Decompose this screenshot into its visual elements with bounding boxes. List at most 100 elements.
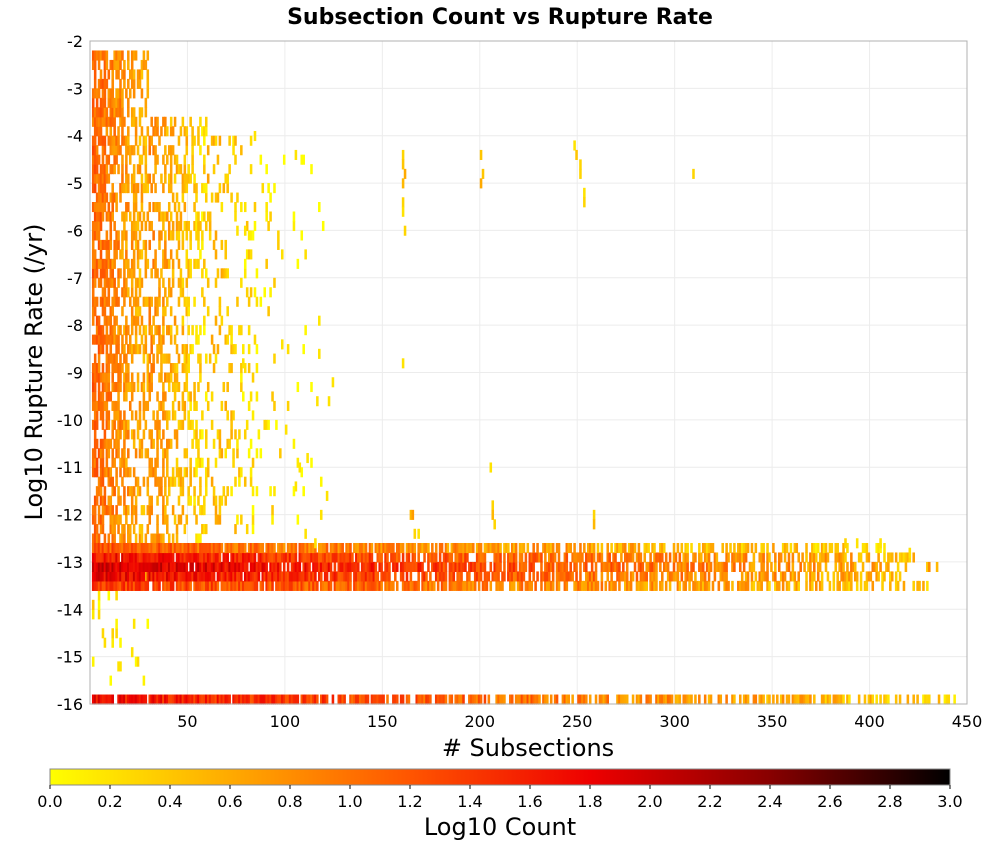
- heatmap-cell: [468, 694, 471, 705]
- heatmap-cell: [479, 694, 483, 705]
- heatmap-cell: [119, 381, 122, 393]
- heatmap-cell: [516, 694, 520, 705]
- heatmap-cell: [199, 220, 202, 232]
- heatmap-cell: [390, 580, 393, 591]
- heatmap-cell: [384, 542, 387, 554]
- heatmap-cell: [645, 694, 648, 705]
- heatmap-cell: [495, 561, 498, 572]
- heatmap-cell: [746, 694, 750, 705]
- heatmap-cell: [132, 116, 136, 127]
- heatmap-cell: [183, 561, 187, 572]
- heatmap-cell: [797, 580, 800, 591]
- heatmap-cell: [127, 202, 130, 213]
- heatmap-cell: [156, 495, 159, 506]
- heatmap-cell: [148, 145, 152, 156]
- heatmap-cell: [181, 542, 185, 554]
- heatmap-cell: [664, 552, 668, 563]
- heatmap-cell: [234, 344, 237, 355]
- heatmap-cell: [547, 552, 551, 563]
- heatmap-cell: [109, 675, 113, 686]
- heatmap-cell: [109, 391, 113, 402]
- heatmap-cell: [179, 694, 183, 705]
- heatmap-cell: [411, 552, 415, 563]
- heatmap-cell: [132, 552, 136, 563]
- heatmap-cell: [193, 202, 196, 213]
- heatmap-cell: [181, 505, 185, 516]
- heatmap-cell: [680, 561, 684, 572]
- heatmap-cell: [828, 580, 832, 591]
- heatmap-cell: [343, 694, 346, 705]
- heatmap-cell: [128, 552, 132, 563]
- heatmap-cell: [353, 542, 356, 554]
- heatmap-cell: [421, 542, 424, 554]
- heatmap-cell: [214, 580, 218, 591]
- heatmap-cell: [107, 296, 111, 307]
- heatmap-cell: [105, 353, 109, 364]
- heatmap-cell: [928, 561, 931, 572]
- heatmap-cell: [169, 183, 173, 194]
- heatmap-cell: [397, 552, 401, 563]
- heatmap-cell: [93, 202, 97, 213]
- heatmap-cell: [553, 552, 557, 563]
- heatmap-cell: [232, 145, 235, 156]
- heatmap-cell: [655, 580, 658, 591]
- heatmap-cell: [811, 571, 814, 582]
- heatmap-cell: [191, 552, 194, 563]
- heatmap-cell: [386, 580, 389, 591]
- heatmap-cell: [401, 206, 405, 217]
- heatmap-cell: [282, 552, 286, 563]
- heatmap-cell: [236, 448, 239, 459]
- heatmap-cell: [166, 353, 169, 364]
- heatmap-cell: [890, 552, 894, 563]
- heatmap-cell: [824, 694, 828, 705]
- heatmap-cell: [442, 580, 446, 591]
- heatmap-cell: [123, 220, 126, 232]
- heatmap-cell: [454, 561, 457, 572]
- heatmap-cell: [123, 391, 126, 402]
- heatmap-cell: [259, 580, 263, 591]
- heatmap-cell: [103, 400, 107, 411]
- heatmap-cell: [195, 419, 198, 430]
- heatmap-cell: [199, 533, 202, 544]
- heatmap-cell: [271, 542, 274, 554]
- heatmap-cell: [333, 542, 337, 554]
- heatmap-cell: [111, 457, 114, 468]
- heatmap-cell: [101, 514, 105, 525]
- heatmap-cell: [93, 363, 97, 374]
- heatmap-cell: [107, 372, 111, 383]
- heatmap-cell: [134, 476, 138, 487]
- heatmap-cell: [115, 561, 118, 572]
- heatmap-cell: [657, 694, 660, 705]
- heatmap-cell: [781, 571, 785, 582]
- heatmap-cell: [698, 561, 701, 572]
- heatmap-cell: [105, 192, 109, 203]
- heatmap-cell: [103, 268, 107, 279]
- heatmap-cell: [261, 183, 265, 194]
- heatmap-cell: [292, 211, 296, 222]
- heatmap-cell: [273, 486, 276, 497]
- heatmap-cell: [193, 296, 196, 307]
- heatmap-cell: [341, 542, 344, 554]
- heatmap-cell: [201, 239, 204, 250]
- heatmap-cell: [117, 514, 120, 525]
- heatmap-cell: [148, 514, 152, 525]
- heatmap-cell: [109, 258, 113, 269]
- heatmap-cell: [117, 571, 120, 582]
- heatmap-cell: [820, 580, 824, 591]
- heatmap-cell: [791, 571, 795, 582]
- heatmap-cell: [302, 542, 305, 554]
- heatmap-cell: [302, 571, 305, 582]
- heatmap-cell: [167, 438, 171, 449]
- heatmap-cell: [752, 580, 756, 591]
- heatmap-cell: [183, 126, 187, 137]
- heatmap-cell: [171, 381, 175, 393]
- heatmap-cell: [105, 249, 109, 260]
- heatmap-cell: [230, 486, 233, 497]
- heatmap-cell: [243, 694, 247, 705]
- heatmap-cell: [146, 486, 150, 497]
- heatmap-cell: [760, 694, 763, 705]
- heatmap-cell: [150, 552, 153, 563]
- heatmap-cell: [117, 277, 120, 288]
- heatmap-cell: [372, 571, 376, 582]
- heatmap-cell: [119, 637, 122, 648]
